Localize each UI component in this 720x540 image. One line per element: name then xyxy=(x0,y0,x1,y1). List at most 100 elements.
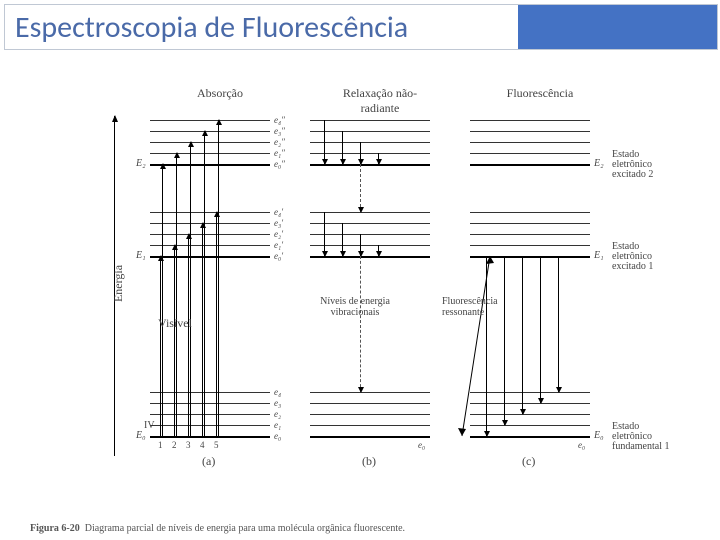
relax-dash xyxy=(360,164,361,212)
abs-arrow-e1 xyxy=(216,212,217,436)
abs-arrow-e1 xyxy=(188,234,189,436)
E-label-left-E1: E₁ xyxy=(136,250,146,261)
e0-c: e₀ xyxy=(578,440,585,450)
vib-label: e₄ xyxy=(274,387,281,397)
level-E1-v4 xyxy=(310,212,430,213)
iv-label: IV xyxy=(144,420,155,431)
level-E1-v1 xyxy=(470,245,590,246)
vib-label: e₀′ xyxy=(274,251,283,261)
level-E2-v2 xyxy=(310,142,430,143)
level-E1-v3 xyxy=(310,223,430,224)
resonant-arrow xyxy=(460,256,500,436)
figure-caption: Figura 6-20 Diagrama parcial de níveis d… xyxy=(30,523,405,534)
level-E0-v0 xyxy=(310,436,430,438)
fluor-arrow xyxy=(540,256,541,403)
level-E0-v1 xyxy=(150,425,270,426)
relax-short xyxy=(360,142,361,164)
level-E2-v1 xyxy=(310,153,430,154)
panel-sub-a: (a) xyxy=(202,454,215,469)
level-E1-v1 xyxy=(150,245,270,246)
level-E1-v3 xyxy=(470,223,590,224)
tick: 5 xyxy=(214,440,219,450)
level-E2-v0 xyxy=(310,164,430,166)
relax-short xyxy=(324,120,325,164)
abs-arrow-e2 xyxy=(218,120,219,436)
level-E1-v2 xyxy=(150,234,270,235)
tick: 1 xyxy=(158,440,163,450)
relax-short xyxy=(360,234,361,256)
relax-short xyxy=(324,212,325,256)
E-label-left-E0: E₀ xyxy=(136,430,146,441)
abs-arrow-e1 xyxy=(202,223,203,436)
panel-sub-c: (c) xyxy=(522,454,535,469)
level-E1-v2 xyxy=(470,234,590,235)
panel-sub-b: (b) xyxy=(362,454,376,469)
level-E0-v4 xyxy=(310,392,430,393)
level-E2-v0 xyxy=(470,164,590,166)
vib-label: e₂″ xyxy=(274,137,285,147)
caption-text: Diagrama parcial de níveis de energia pa… xyxy=(85,523,405,534)
level-E2-v3 xyxy=(150,131,270,132)
level-E1-v0 xyxy=(310,256,430,258)
level-E2-v4 xyxy=(470,120,590,121)
abs-arrow-e2 xyxy=(162,164,163,436)
level-E1-v4 xyxy=(470,212,590,213)
vib-label: e₂ xyxy=(274,409,281,419)
E-label-right-E1: E₁ xyxy=(594,250,604,261)
level-E1-v2 xyxy=(310,234,430,235)
relax-dash xyxy=(360,256,361,392)
energy-diagram: Energia AbsorçãoRelaxação não-radianteFl… xyxy=(110,66,630,506)
tick: 2 xyxy=(172,440,177,450)
level-E1-v0 xyxy=(150,256,270,258)
title-bar: Espectroscopia de Fluorescência xyxy=(4,4,718,50)
vib-label: e₁′ xyxy=(274,240,283,250)
fluor-arrow xyxy=(558,256,559,392)
level-E2-v4 xyxy=(150,120,270,121)
page-title: Espectroscopia de Fluorescência xyxy=(5,9,408,46)
level-E2-v3 xyxy=(310,131,430,132)
level-E2-v1 xyxy=(150,153,270,154)
vib-label: e₄″ xyxy=(274,115,285,125)
resonant-label: Fluorescência ressonante xyxy=(442,296,512,318)
panel-header-b: Relaxação não-radiante xyxy=(335,86,425,116)
tick: 4 xyxy=(200,440,205,450)
fluor-arrow xyxy=(522,256,523,414)
visible-label: Visível xyxy=(158,316,192,331)
level-E2-v1 xyxy=(470,153,590,154)
vib-label: e₀ xyxy=(274,431,281,441)
relax-short xyxy=(342,223,343,256)
level-E0-v3 xyxy=(150,403,270,404)
level-E1-v3 xyxy=(150,223,270,224)
e0-b: e₀ xyxy=(418,440,425,450)
level-E0-v0 xyxy=(150,436,270,438)
level-E2-v0 xyxy=(150,164,270,166)
level-E2-v2 xyxy=(470,142,590,143)
abs-arrow-e1 xyxy=(160,256,161,436)
level-E0-v4 xyxy=(150,392,270,393)
tick: 3 xyxy=(186,440,191,450)
fluor-arrow xyxy=(504,256,505,425)
abs-arrow-e1 xyxy=(174,245,175,436)
level-E2-v4 xyxy=(310,120,430,121)
state-desc-E2: Estado eletrônico excitado 2 xyxy=(612,150,672,180)
E-label-right-E2: E₂ xyxy=(594,158,604,169)
state-desc-E0: Estado eletrônico fundamental 1 xyxy=(612,422,672,452)
level-E1-v4 xyxy=(150,212,270,213)
energy-axis-label: Energia xyxy=(111,265,126,302)
level-E2-v3 xyxy=(470,131,590,132)
vib-label: e₄′ xyxy=(274,207,283,217)
vib-label: e₃ xyxy=(274,398,281,408)
level-E0-v3 xyxy=(310,403,430,404)
vib-label: e₁ xyxy=(274,420,281,430)
level-E1-v1 xyxy=(310,245,430,246)
level-E0-v2 xyxy=(310,414,430,415)
level-E0-v2 xyxy=(150,414,270,415)
caption-number: Figura 6-20 xyxy=(30,523,80,534)
level-E2-v2 xyxy=(150,142,270,143)
panel-header-c: Fluorescência xyxy=(495,86,585,101)
relax-short xyxy=(378,245,379,256)
vib-label: e₃′ xyxy=(274,218,283,228)
vib-label: e₁″ xyxy=(274,148,285,158)
E-label-left-E2: E₂ xyxy=(136,158,146,169)
abs-arrow-e2 xyxy=(176,153,177,436)
